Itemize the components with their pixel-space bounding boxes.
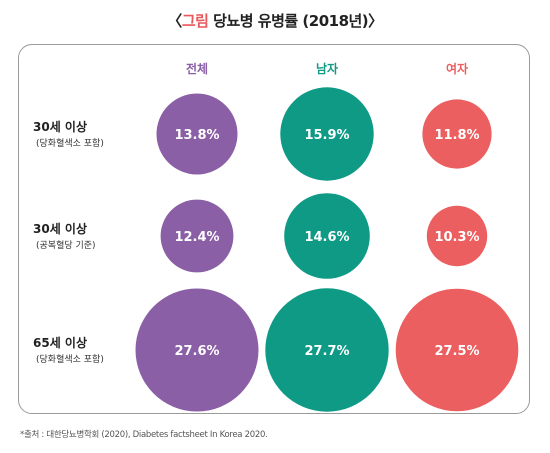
- row-sublabel-1: (당화혈색소 포함): [36, 137, 104, 149]
- bubble-3-2: [426, 205, 488, 267]
- bubble-label-3-2: 10.3%: [434, 230, 479, 245]
- bubble-2-2: [284, 193, 370, 279]
- bubble-label-3-3: 27.5%: [434, 344, 479, 359]
- title-text: 당뇨병 유병률 (2018년): [213, 12, 369, 30]
- bubble-3-3: [395, 288, 519, 412]
- bubble-1-1: [156, 93, 238, 175]
- column-header-2: 남자: [316, 61, 338, 76]
- row-sublabel-3: (당화혈색소 포함): [36, 353, 104, 365]
- figure-title: 〈그림 당뇨병 유병률 (2018년)〉: [0, 10, 550, 31]
- bubble-1-3: [135, 288, 259, 412]
- row-label-3: 65세 이상: [33, 335, 87, 350]
- title-close-bracket: 〉: [368, 12, 383, 30]
- bubble-2-3: [265, 288, 389, 412]
- bubble-2-1: [280, 87, 374, 181]
- bubble-label-3-1: 11.8%: [434, 128, 479, 143]
- row-label-2: 30세 이상: [33, 221, 87, 236]
- row-label-1: 30세 이상: [33, 119, 87, 134]
- chart-frame: [18, 44, 530, 414]
- column-header-3: 여자: [446, 61, 468, 76]
- bubble-label-1-3: 27.6%: [174, 344, 219, 359]
- source-note: *출처 : 대한당뇨병학회 (2020), Diabetes factsheet…: [20, 430, 268, 440]
- bubble-label-2-2: 14.6%: [304, 230, 349, 245]
- title-accent: 그림: [181, 12, 209, 30]
- row-sublabel-2: (공복혈당 기준): [36, 239, 96, 251]
- bubble-label-1-2: 12.4%: [174, 230, 219, 245]
- bubble-label-2-3: 27.7%: [304, 344, 349, 359]
- bubble-1-2: [160, 199, 234, 273]
- column-header-1: 전체: [186, 61, 208, 76]
- bubble-3-1: [422, 99, 492, 169]
- bubble-label-2-1: 15.9%: [304, 128, 349, 143]
- bubble-label-1-1: 13.8%: [174, 128, 219, 143]
- title-open-bracket: 〈: [167, 12, 182, 30]
